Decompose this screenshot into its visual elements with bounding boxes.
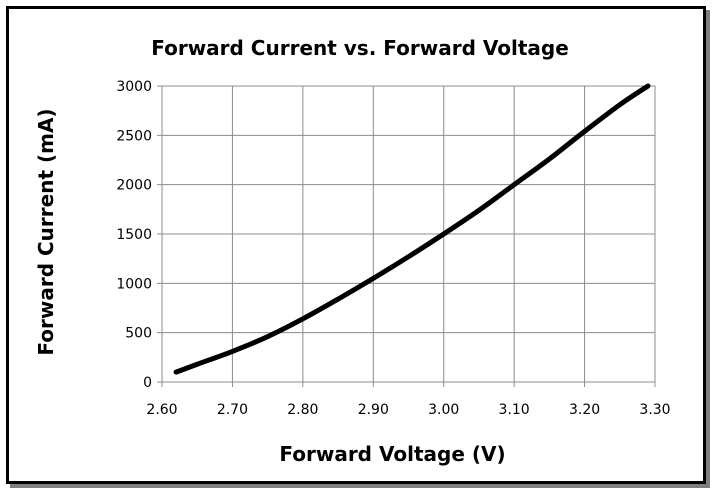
- y-tick-label: 1500: [116, 227, 152, 243]
- y-tick-label: 3000: [116, 79, 152, 95]
- y-tick-label: 2000: [116, 178, 152, 194]
- y-tick-label: 0: [143, 375, 152, 391]
- x-tick-label: 2.90: [358, 402, 389, 418]
- x-tick-label: 3.30: [639, 402, 670, 418]
- series-line: [173, 83, 651, 375]
- y-tick-label: 2500: [116, 128, 152, 144]
- x-tick-label: 2.70: [217, 402, 248, 418]
- y-tick-label: 1000: [116, 276, 152, 292]
- x-tick-label: 3.00: [428, 402, 459, 418]
- y-tick-label: 500: [125, 326, 152, 342]
- x-tick-label: 3.10: [499, 402, 530, 418]
- x-tick-label: 3.20: [569, 402, 600, 418]
- x-axis-label: Forward Voltage (V): [279, 442, 506, 466]
- plot-area-border: [161, 85, 656, 383]
- x-tick-label: 2.80: [287, 402, 318, 418]
- chart-title: Forward Current vs. Forward Voltage: [151, 36, 569, 60]
- x-tick-label: 2.60: [146, 402, 177, 418]
